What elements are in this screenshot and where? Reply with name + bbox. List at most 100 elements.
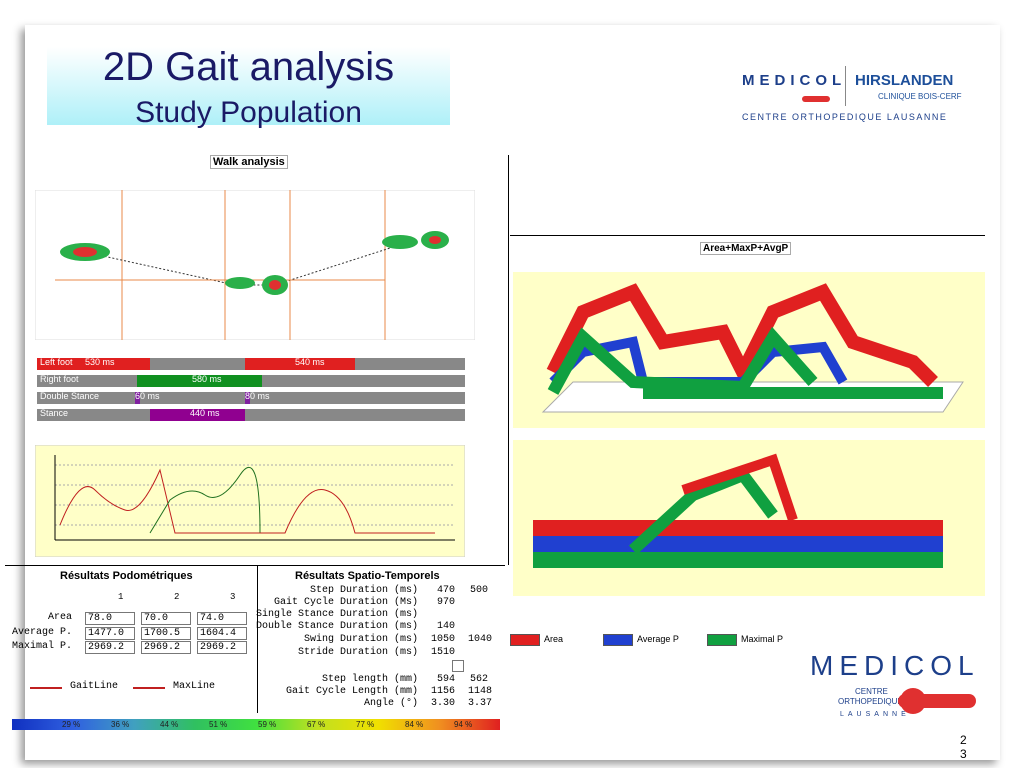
podo-title: Résultats Podométriques [60, 570, 193, 582]
scale-label: 44 % [160, 720, 179, 729]
logo-top [725, 35, 995, 140]
cell: 562 [469, 674, 488, 685]
cell: 140 [436, 621, 455, 632]
bar-label: Stance [40, 408, 69, 418]
color-scale: 29 % 36 % 44 % 51 % 59 % 67 % 77 % 84 % 94 % [12, 719, 500, 730]
legend-line [30, 687, 62, 689]
cell: 2969.2 [141, 641, 191, 654]
table-top-line [5, 565, 505, 566]
scale-label: 77 % [356, 720, 375, 729]
logo-centre: CENTRE ORTHOPEDIQUE LAUSANNE [742, 112, 948, 122]
subtitle: Study Population [135, 96, 362, 129]
legend-label: Average P [637, 634, 679, 644]
logo-bottom-circle [900, 688, 926, 714]
column-header: 1 [118, 592, 124, 602]
bar-segment [135, 392, 140, 404]
logo-bottom-l3: LAUSANNE [840, 711, 910, 718]
scale-label: 36 % [111, 720, 130, 729]
cell: 594 [436, 674, 455, 685]
logo-clinic: CLINIQUE BOIS-CERF [878, 92, 962, 101]
scale-label: 84 % [405, 720, 424, 729]
scale-label: 94 % [454, 720, 473, 729]
bar-label: Double Stance [40, 391, 100, 401]
checkbox [452, 660, 464, 672]
bar-text: 540 ms [295, 357, 325, 367]
logo-bottom-l1: CENTRE [855, 687, 888, 696]
bar-segment [37, 358, 150, 370]
pressure-frame [510, 235, 985, 611]
bar-label: Right foot [40, 374, 79, 384]
row-label: Average P. [11, 626, 72, 638]
bar-track [37, 392, 465, 404]
scale-label: 29 % [62, 720, 81, 729]
cell: 970 [436, 597, 455, 608]
cell: 70.0 [141, 612, 191, 625]
legend-line [133, 687, 165, 689]
bar-label: Left foot [40, 357, 73, 367]
bar-text: 440 ms [190, 408, 220, 418]
row-label: Angle (°) [363, 698, 418, 709]
walk-title: Walk analysis [210, 155, 288, 169]
cell: 1510 [430, 647, 455, 658]
logo-partner: HIRSLANDEN [855, 72, 954, 89]
scale-label: 51 % [209, 720, 228, 729]
bar-segment [245, 358, 355, 370]
cell: 1604.4 [197, 626, 247, 640]
logo-bottom-l2: ORTHOPEDIQUE [838, 697, 903, 706]
pressure-title: Area+MaxP+AvgP [700, 242, 792, 255]
cell: 3.37 [468, 698, 493, 709]
row-label: Double Stance Duration (ms) [255, 621, 418, 632]
bar-text: 60 ms [135, 391, 160, 401]
title-box [47, 47, 450, 125]
row-label: Gait Cycle Length (mm) [285, 686, 418, 697]
row-label: Swing Duration (ms) [303, 634, 418, 645]
logo-icon [802, 96, 830, 102]
row-label: Step Duration (ms) [309, 585, 418, 596]
cell: 500 [469, 585, 488, 596]
cell: 1050 [430, 634, 455, 645]
logo-bottom-brand: MEDICOL [810, 650, 980, 681]
legend-label: GaitLine [70, 681, 119, 692]
column-header: 2 [174, 592, 180, 602]
bar-segment [150, 409, 245, 421]
legend-swatch [510, 634, 540, 646]
row-label: Maximal P. [11, 641, 72, 652]
cell: 74.0 [197, 612, 247, 625]
bar-text: 530 ms [85, 357, 115, 367]
bar-segment [245, 392, 250, 404]
legend-label: Maximal P [741, 634, 784, 644]
row-label: Stride Duration (ms) [297, 647, 418, 658]
cell: 2969.2 [85, 641, 135, 654]
bar-segment [137, 375, 262, 387]
logo-brand: MEDICOL [742, 72, 847, 89]
row-label: Area [47, 612, 72, 623]
pressure-charts [513, 272, 985, 596]
spatio-title: Résultats Spatio-Temporels [295, 570, 440, 582]
scale-label: 67 % [307, 720, 326, 729]
cell: 1148 [468, 686, 493, 697]
cell: 470 [436, 585, 455, 596]
legend-swatch [603, 634, 633, 646]
legend-label: Area [544, 634, 564, 644]
legend-label: MaxLine [173, 681, 216, 692]
row-label: Gait Cycle Duration (Ms) [273, 597, 418, 608]
divider [508, 155, 509, 565]
legend-swatch [707, 634, 737, 646]
row-label: Single Stance Duration (ms) [255, 609, 418, 620]
cell: 3.30 [430, 698, 455, 709]
cell: 1156 [430, 686, 455, 697]
cell: 1700.5 [141, 626, 191, 640]
cell: 1040 [468, 634, 493, 645]
scale-label: 59 % [258, 720, 277, 729]
bar-text: 580 ms [192, 374, 222, 384]
bar-text: 80 ms [245, 391, 270, 401]
column-header: 3 [230, 592, 236, 602]
logo-divider [845, 66, 846, 106]
row-label: Step length (mm) [321, 674, 418, 685]
bar-track [37, 409, 465, 421]
page-number: 23 [960, 733, 967, 761]
cell: 78.0 [85, 612, 135, 625]
cell: 2969.2 [197, 641, 247, 654]
title: 2D Gait analysis [102, 45, 395, 89]
